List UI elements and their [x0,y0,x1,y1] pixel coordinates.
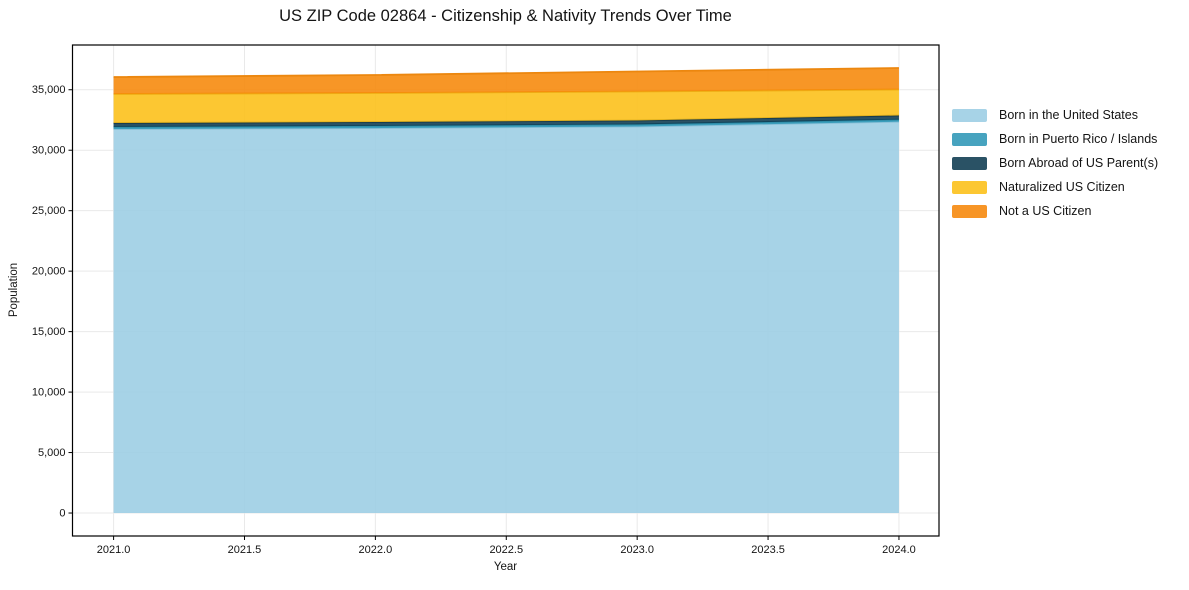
legend-item: Not a US Citizen [952,199,1158,223]
area-layers [113,67,899,514]
area-naturalized-us-citizen [113,89,899,124]
plot-frame [71,44,940,537]
svg-text:2024.0: 2024.0 [882,544,916,556]
legend-swatch-not-citizen [952,204,987,218]
svg-text:0: 0 [59,508,65,520]
area-born-abroad-of-us-parent-s- [113,115,899,127]
x-axis-label: Year [493,561,518,573]
area-not-a-us-citizen [113,67,899,94]
svg-text:30,000: 30,000 [32,145,66,157]
area-born-in-the-united-states [113,121,899,514]
svg-text:2022.0: 2022.0 [359,544,393,556]
legend-item: Naturalized US Citizen [952,175,1158,199]
legend-label: Born in the United States [999,108,1138,122]
legend-swatch-naturalized [952,180,987,194]
svg-text:15,000: 15,000 [32,326,66,338]
legend: Born in the United States Born in Puerto… [952,103,1158,223]
y-axis-label: Population [8,262,20,318]
legend-label: Not a US Citizen [999,204,1092,218]
legend-item: Born in the United States [952,103,1158,127]
svg-text:20,000: 20,000 [32,266,66,278]
legend-swatch-born-us [952,108,987,122]
legend-swatch-born-pr [952,132,987,146]
legend-label: Born Abroad of US Parent(s) [999,156,1159,170]
svg-text:5,000: 5,000 [38,447,66,459]
svg-text:2023.0: 2023.0 [620,544,654,556]
boundary-line [113,67,899,78]
legend-item: Born Abroad of US Parent(s) [952,151,1158,175]
svg-text:2023.5: 2023.5 [751,544,785,556]
x-tick-labels: 2021.0 2021.5 2022.0 2022.5 2023.0 2023.5 2024… [97,544,916,556]
tick-marks [68,89,900,540]
legend-label: Born in Puerto Rico / Islands [999,132,1158,146]
svg-text:25,000: 25,000 [32,205,66,217]
y-tick-labels: 0 5,000 10,000 15,000 20,000 25,000 30,000 35,0… [32,84,66,519]
svg-text:10,000: 10,000 [32,387,66,399]
svg-text:2021.5: 2021.5 [228,544,262,556]
svg-text:2022.5: 2022.5 [489,544,523,556]
chart-title: US ZIP Code 02864 - Citizenship & Nativi… [279,7,732,25]
svg-text:2021.0: 2021.0 [97,544,131,556]
legend-label: Naturalized US Citizen [999,180,1125,194]
svg-text:35,000: 35,000 [32,84,66,96]
legend-swatch-born-abroad [952,156,987,170]
legend-item: Born in Puerto Rico / Islands [952,127,1158,151]
